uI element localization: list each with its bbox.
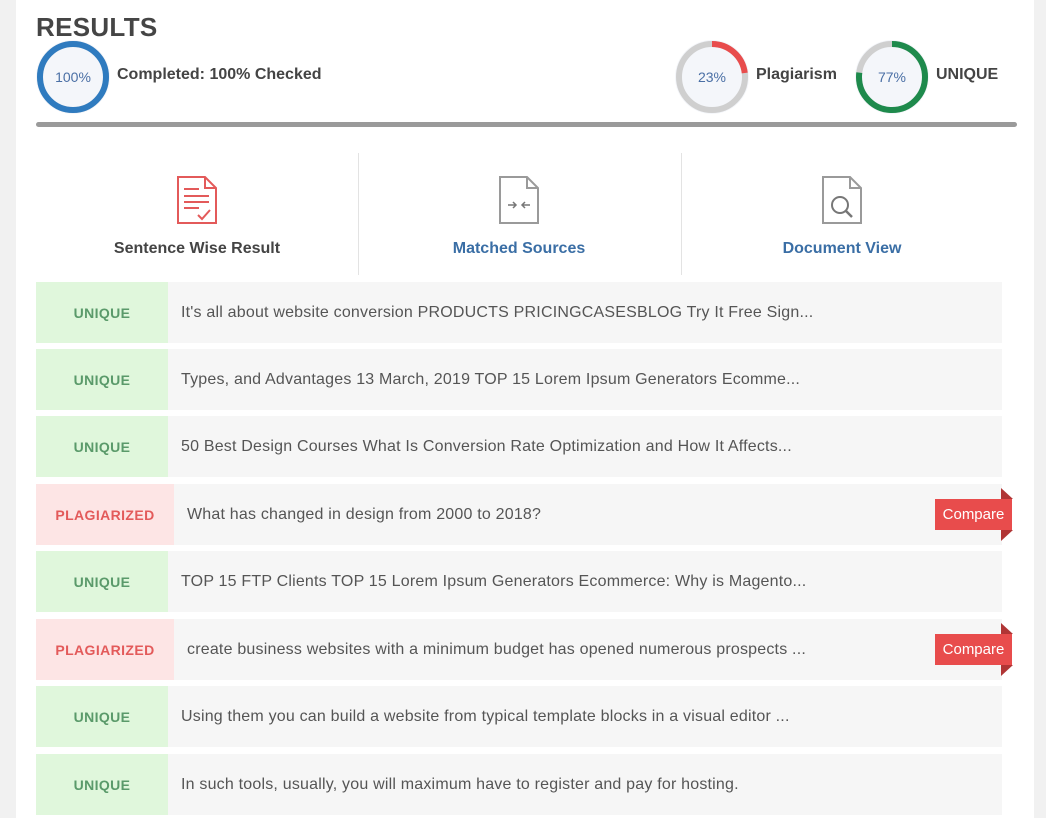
sentence-text: TOP 15 FTP Clients TOP 15 Lorem Ipsum Ge… [181,573,807,590]
sentence-text: In such tools, usually, you will maximum… [181,776,739,793]
status-badge: UNIQUE [36,551,168,612]
completed-ring-graphic [37,41,109,113]
completed-percent: 100% [55,69,91,85]
sentence-text: It's all about website conversion PRODUC… [181,304,814,321]
tab-label: Sentence Wise Result [113,240,281,257]
plagiarism-percent: 23% [697,69,727,85]
compare-button[interactable]: Compare [935,499,1012,530]
results-divider [36,122,1017,127]
sentence-text: Using them you can build a website from … [181,708,790,725]
plagiarism-progress-ring: 23% [675,40,749,114]
unique-label: UNIQUE [936,66,999,83]
status-badge: UNIQUE [36,416,168,477]
tab-divider [358,153,359,275]
sentence-text: create business websites with a minimum … [187,641,806,658]
completed-progress-ring: 100% [36,40,110,114]
compare-ribbon-fold [1001,488,1013,499]
compare-button[interactable]: Compare [935,634,1012,665]
plagiarism-ring-graphic [676,41,748,113]
unique-percent: 77% [877,69,907,85]
compare-ribbon-fold [1001,530,1013,541]
result-row: PLAGIARIZED What has changed in design f… [36,484,1013,545]
sentence-text: 50 Best Design Courses What Is Conversio… [181,438,792,455]
status-badge: PLAGIARIZED [36,619,174,680]
status-badge: UNIQUE [36,282,168,343]
status-badge: UNIQUE [36,754,168,815]
sentence-text: Types, and Advantages 13 March, 2019 TOP… [181,371,801,388]
document-check-icon [175,175,219,230]
tab-label: Matched Sources [452,240,586,257]
unique-ring-graphic [856,41,928,113]
result-row: PLAGIARIZED create business websites wit… [36,619,1013,680]
status-badge: UNIQUE [36,349,168,410]
tab-label: Document View [782,240,902,257]
tab-matched-sources[interactable]: Matched Sources [358,153,680,275]
result-view-tabs: Sentence Wise Result Matched Sources Doc… [36,153,1002,275]
document-search-icon [820,175,864,230]
compare-ribbon-fold [1001,665,1013,676]
plagiarism-label: Plagiarism [756,66,837,83]
result-row: UNIQUE In such tools, usually, you will … [36,754,1002,815]
compare-ribbon-fold [1001,623,1013,634]
unique-progress-ring: 77% [855,40,929,114]
status-badge: PLAGIARIZED [36,484,174,545]
sentence-text: What has changed in design from 2000 to … [187,506,542,523]
tab-sentence-wise-result[interactable]: Sentence Wise Result [36,153,358,275]
result-row: UNIQUE It's all about website conversion… [36,282,1002,343]
page-title: RESULTS [36,12,158,42]
tab-document-view[interactable]: Document View [681,153,1003,275]
result-row: UNIQUE Using them you can build a websit… [36,686,1002,747]
result-row: UNIQUE Types, and Advantages 13 March, 2… [36,349,1002,410]
status-badge: UNIQUE [36,686,168,747]
tab-divider [681,153,682,275]
document-compare-icon [497,175,541,230]
result-row: UNIQUE TOP 15 FTP Clients TOP 15 Lorem I… [36,551,1002,612]
completed-label: Completed: 100% Checked [117,66,322,83]
result-row: UNIQUE 50 Best Design Courses What Is Co… [36,416,1002,477]
